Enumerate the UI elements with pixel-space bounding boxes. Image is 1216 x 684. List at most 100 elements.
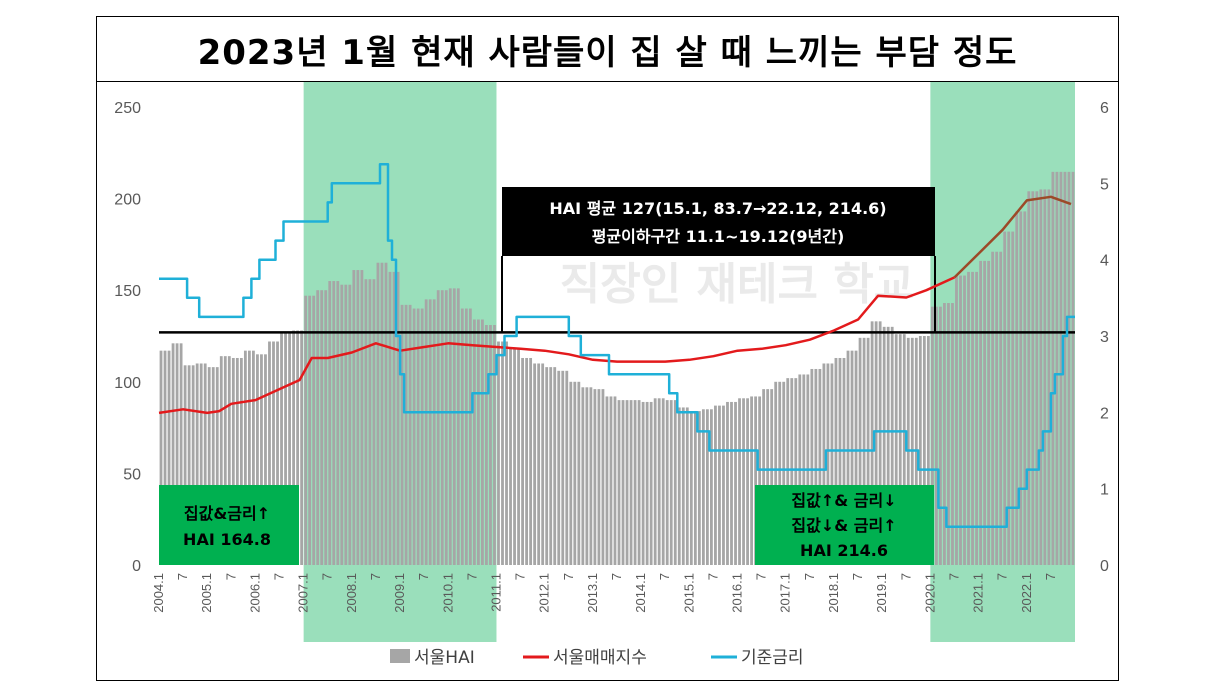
hai-bar: [661, 398, 665, 565]
x-tick: 2008.1: [344, 573, 359, 613]
hai-bar: [256, 354, 259, 565]
hai-bar: [316, 290, 320, 565]
hai-bar: [718, 405, 721, 565]
hai-bar: [673, 400, 677, 565]
hai-bar: [191, 365, 195, 565]
average-box-line1: HAI 평균 127(15.1, 83.7→22.12, 214.6): [549, 199, 886, 218]
hai-bar: [886, 326, 890, 565]
hai-bar: [975, 271, 978, 565]
x-tick: 7: [368, 573, 383, 580]
base-rate-line: [159, 163, 1075, 529]
hai-bar: [754, 396, 758, 565]
y-right-tick: 1: [1100, 482, 1109, 499]
x-tick: 7: [561, 573, 576, 580]
hai-bar: [372, 279, 376, 565]
x-tick: 2004.1: [151, 573, 166, 613]
hai-bar: [521, 357, 524, 565]
hai-bar: [199, 363, 203, 565]
hai-bar: [223, 356, 227, 565]
hai-bar: [653, 398, 657, 565]
hai-bar: [1063, 171, 1067, 566]
x-tick: 2011.1: [489, 573, 504, 612]
hai-bar: [722, 405, 725, 565]
hai-bar: [1015, 211, 1019, 565]
x-tick: 2013.1: [585, 573, 600, 613]
y-left-tick: 50: [123, 466, 141, 483]
hai-bar: [971, 271, 974, 565]
hai-bar: [497, 341, 500, 565]
hai-bar: [533, 363, 537, 565]
hai-bar: [243, 350, 247, 565]
hai-bar: [951, 303, 954, 565]
y-right-tick: 0: [1100, 558, 1109, 575]
hai-bar: [328, 281, 332, 565]
hai-bar: [979, 260, 982, 565]
hai-bar: [577, 381, 581, 565]
hai-bar: [501, 341, 504, 565]
legend-bars-swatch: [390, 649, 410, 663]
hai-bar: [778, 381, 782, 565]
x-tick: 7: [272, 573, 287, 580]
hai-bar: [681, 407, 685, 565]
hai-bar: [468, 308, 472, 565]
hai-bar: [597, 389, 601, 565]
x-tick: 2017.1: [778, 573, 793, 613]
x-tick: 2009.1: [392, 573, 407, 613]
hai-bar: [464, 308, 468, 565]
hai-bar: [987, 260, 991, 565]
hai-bar: [320, 290, 324, 565]
y-right-tick: 5: [1100, 176, 1109, 193]
hai-bar: [633, 400, 637, 565]
chart-canvas: 직장인 재테크 학교 0 50 100 150 200 250 0 1 2 3 4 5 6 2004.…: [114, 82, 1109, 668]
hai-bar: [959, 275, 962, 565]
hai-bar: [392, 271, 396, 565]
hai-bar: [750, 396, 753, 565]
hai-bar: [589, 387, 593, 565]
hai-bar: [525, 357, 529, 565]
hai-bar: [436, 290, 440, 565]
hai-bar: [705, 409, 709, 565]
y-left-tick: 150: [114, 283, 141, 300]
x-axis: 2004.1 7 2005.1 7 2006.1 7 2007.1 7 2008.1 7 2009.…: [151, 573, 1058, 613]
hai-bar: [898, 334, 902, 565]
hai-bar: [472, 319, 476, 565]
hai-bar: [227, 356, 231, 565]
hai-bar: [187, 365, 191, 565]
hai-bar: [292, 330, 295, 565]
hai-bar: [601, 389, 605, 565]
hai-bar: [545, 367, 549, 565]
hai-bar: [529, 357, 533, 565]
hai-bar: [794, 378, 798, 565]
x-tick: 2021.1: [971, 573, 986, 613]
hai-bar: [352, 270, 356, 565]
hai-bar: [1023, 211, 1027, 565]
hai-bar: [637, 400, 641, 565]
hai-bar: [854, 350, 858, 565]
hai-bar: [846, 350, 850, 565]
price-index-line: [158, 276, 956, 415]
hai-bar: [448, 288, 452, 565]
hai-bar: [424, 299, 428, 565]
hai-bar: [452, 288, 456, 565]
hai-bar: [742, 398, 745, 565]
right-box: [755, 485, 934, 565]
hai-bar: [509, 348, 512, 565]
x-tick: 2006.1: [247, 573, 262, 613]
hai-bar: [782, 381, 786, 565]
hai-bar: [955, 275, 958, 565]
hai-bar: [388, 271, 392, 565]
hai-bar: [541, 363, 545, 565]
hai-bar: [159, 350, 163, 565]
x-tick: 7: [850, 573, 865, 580]
hai-bar: [183, 365, 187, 565]
hai-bar: [689, 411, 693, 565]
y-right-tick: 6: [1100, 100, 1109, 117]
hai-bar: [894, 334, 898, 565]
hai-bar: [830, 363, 834, 565]
hai-bar: [252, 350, 255, 565]
shaded-periods: [303, 82, 1075, 642]
hai-bar: [537, 363, 541, 565]
y-left-tick: 0: [132, 558, 141, 575]
hai-bar: [489, 325, 492, 565]
watermark: 직장인 재테크 학교: [560, 259, 914, 310]
